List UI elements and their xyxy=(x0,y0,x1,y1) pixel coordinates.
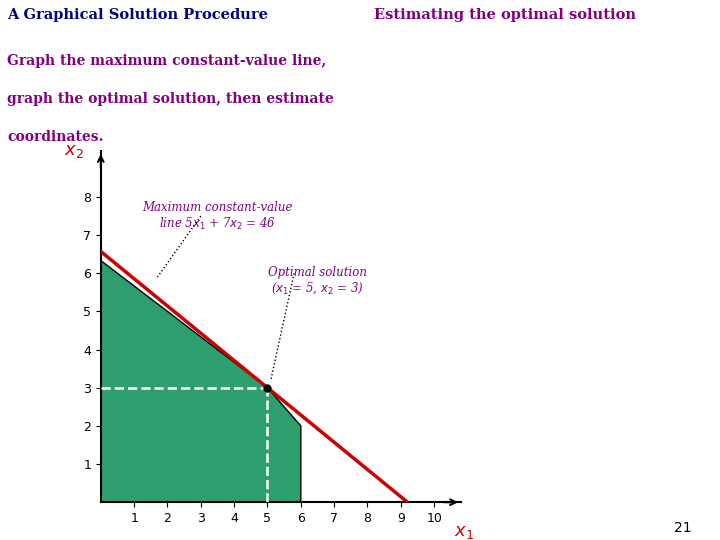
Text: Maximum constant-value
line 5$x_1$ + 7$x_2$ = 46: Maximum constant-value line 5$x_1$ + 7$x… xyxy=(143,201,293,232)
Text: Max   $5x_1 + 7x_2$: Max $5x_1 + 7x_2$ xyxy=(456,45,537,59)
Text: $2x_1 + 3x_2$  $\leq$ 19: $2x_1 + 3x_2$ $\leq$ 19 xyxy=(456,98,562,112)
Text: Graph the maximum constant-value line,: Graph the maximum constant-value line, xyxy=(7,54,326,68)
Polygon shape xyxy=(101,261,301,502)
Text: $x_2$: $x_2$ xyxy=(64,142,84,160)
Text: A Graphical Solution Procedure: A Graphical Solution Procedure xyxy=(7,8,268,22)
Text: s.t.      $x_1$              $\leq$  6: s.t. $x_1$ $\leq$ 6 xyxy=(456,72,577,85)
Text: Optimal solution
($x_1$ = 5, $x_2$ = 3): Optimal solution ($x_1$ = 5, $x_2$ = 3) xyxy=(268,266,367,296)
Text: Example 2:: Example 2: xyxy=(456,21,526,31)
Text: $x_1$ +  $x_2$   $\leq$  8: $x_1$ + $x_2$ $\leq$ 8 xyxy=(456,124,564,138)
Text: 21: 21 xyxy=(674,521,691,535)
Text: $x_1$: $x_1$ xyxy=(454,523,474,540)
Text: graph the optimal solution, then estimate: graph the optimal solution, then estimat… xyxy=(7,92,334,106)
Text: Estimating the optimal solution: Estimating the optimal solution xyxy=(374,8,636,22)
Text: coordinates.: coordinates. xyxy=(7,130,104,144)
Text: $x_1 \geq 0$  and  $x_2 \geq 0$: $x_1 \geq 0$ and $x_2 \geq 0$ xyxy=(456,153,558,167)
